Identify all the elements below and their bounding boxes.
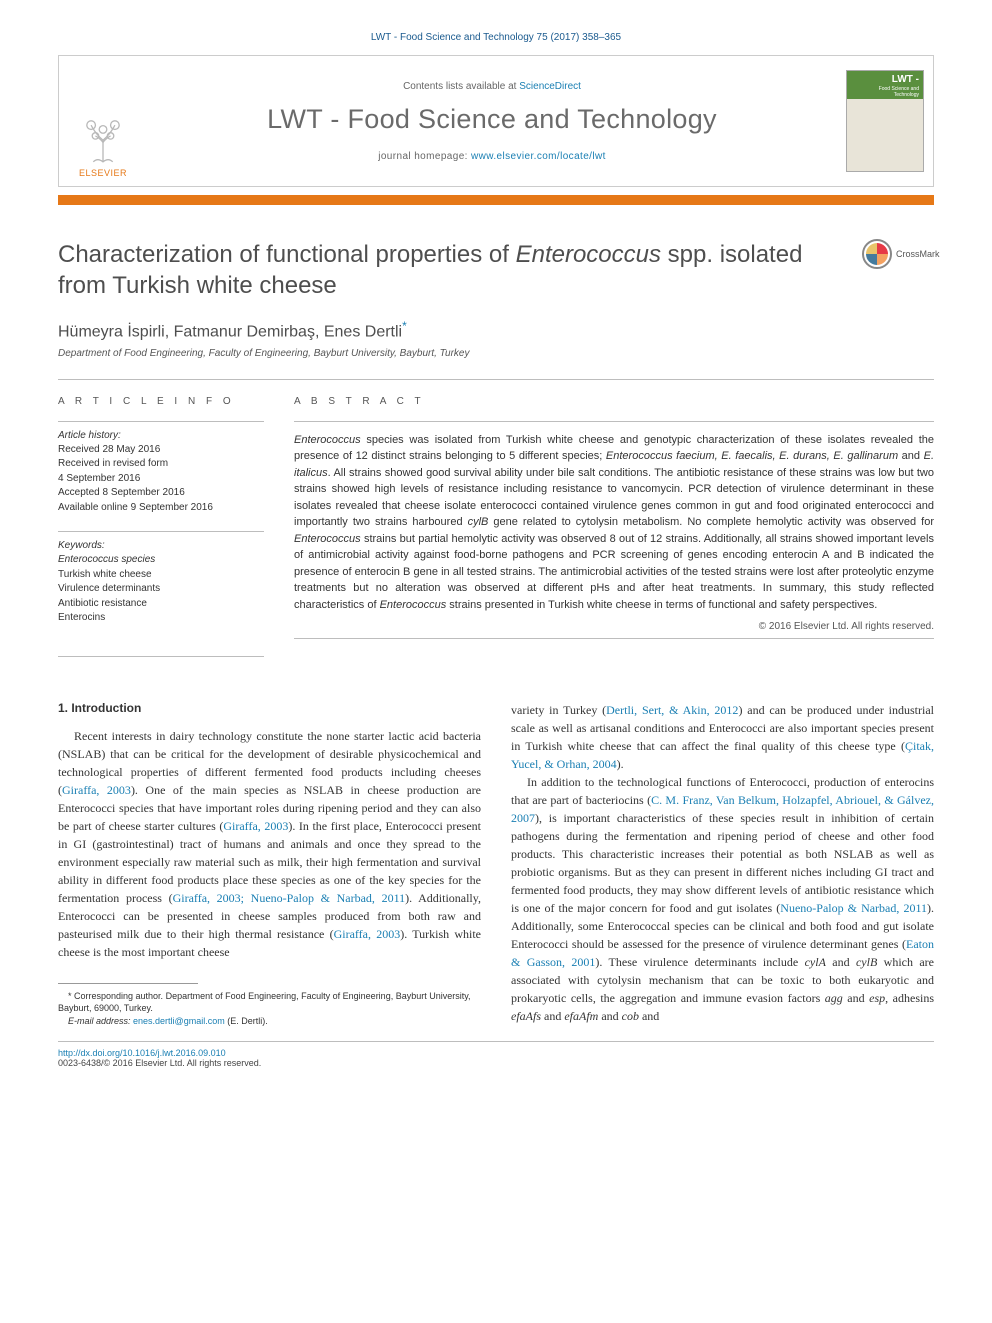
keywords-block: Keywords: Enterococcus speciesTurkish wh… [58,532,264,626]
email-label: E-mail address: [68,1016,133,1026]
body-columns: 1. Introduction Recent interests in dair… [58,701,934,1028]
history-line: Received 28 May 2016 [58,443,264,458]
doi-link[interactable]: http://dx.doi.org/10.1016/j.lwt.2016.09.… [58,1048,934,1058]
history-head: Article history: [58,430,264,441]
crossmark-badge[interactable]: CrossMark [862,239,934,269]
journal-cover-thumbnail [846,70,924,172]
history-lines: Received 28 May 2016Received in revised … [58,443,264,516]
history-line: 4 September 2016 [58,472,264,487]
citation-link[interactable]: Giraffa, 2003 [62,783,131,797]
citation-link[interactable]: Giraffa, 2003 [334,927,401,941]
crossmark-label: CrossMark [896,249,940,259]
intro-heading: 1. Introduction [58,701,481,715]
email-link[interactable]: enes.dertli@gmail.com [133,1016,225,1026]
article-history-block: Article history: Received 28 May 2016Rec… [58,422,264,516]
contents-prefix: Contents lists available at [403,81,519,92]
title-row: Characterization of functional propertie… [58,239,934,301]
crossmark-icon [862,239,892,269]
masthead: ELSEVIER Contents lists available at Sci… [58,55,934,187]
keywords-lines: Enterococcus speciesTurkish white cheese… [58,553,264,626]
info-rule-bottom [58,656,264,657]
publisher-name: ELSEVIER [79,168,127,178]
authors-line: Hümeyra İspirli, Fatmanur Demirbaş, Enes… [58,319,934,341]
abstract-label: A B S T R A C T [294,396,934,407]
abstract-column: A B S T R A C T Enterococcus species was… [294,396,934,642]
citation-link[interactable]: Nueno-Palop & Narbad, 2011 [780,901,927,915]
issn-copyright: 0023-6438/© 2016 Elsevier Ltd. All right… [58,1058,934,1068]
footer-block: http://dx.doi.org/10.1016/j.lwt.2016.09.… [58,1041,934,1068]
abstract-copyright: © 2016 Elsevier Ltd. All rights reserved… [294,621,934,632]
keyword-line: Turkish white cheese [58,568,264,583]
page-root: LWT - Food Science and Technology 75 (20… [0,0,992,1108]
intro-paragraph-2a: variety in Turkey (Dertli, Sert, & Akin,… [511,701,934,773]
sciencedirect-link[interactable]: ScienceDirect [519,81,581,92]
history-line: Available online 9 September 2016 [58,501,264,516]
keyword-line: Enterococcus species [58,553,264,568]
corresponding-footnote: * Corresponding author. Department of Fo… [58,990,481,1015]
homepage-prefix: journal homepage: [378,151,471,162]
title-italic: Enterococcus [516,241,661,268]
history-line: Received in revised form [58,457,264,472]
homepage-link[interactable]: www.elsevier.com/locate/lwt [471,151,606,162]
title-pre: Characterization of functional propertie… [58,241,516,268]
journal-homepage-line: journal homepage: www.elsevier.com/locat… [378,151,606,162]
article-info-label: A R T I C L E I N F O [58,396,264,407]
corresponding-marker: * [402,319,407,333]
citation-link[interactable]: Dertli, Sert, & Akin, 2012 [606,703,738,717]
email-footnote: E-mail address: enes.dertli@gmail.com (E… [58,1015,481,1028]
contents-available-line: Contents lists available at ScienceDirec… [403,81,581,92]
article-info-column: A R T I C L E I N F O Article history: R… [58,396,264,642]
keywords-head: Keywords: [58,540,264,551]
intro-paragraph-1: Recent interests in dairy technology con… [58,727,481,961]
abstract-rule-bottom [294,638,934,639]
info-abstract-row: A R T I C L E I N F O Article history: R… [58,380,934,656]
abstract-text: Enterococcus species was isolated from T… [294,422,934,614]
body-column-left: 1. Introduction Recent interests in dair… [58,701,481,1028]
email-suffix: (E. Dertli). [225,1016,268,1026]
keyword-line: Enterocins [58,611,264,626]
orange-divider-bar [58,195,934,205]
history-line: Accepted 8 September 2016 [58,486,264,501]
publisher-block: ELSEVIER [59,56,147,186]
body-column-right: variety in Turkey (Dertli, Sert, & Akin,… [511,701,934,1028]
masthead-center: Contents lists available at ScienceDirec… [147,56,837,186]
journal-name: LWT - Food Science and Technology [267,104,717,135]
authors-names: Hümeyra İspirli, Fatmanur Demirbaş, Enes… [58,324,402,341]
article-title: Characterization of functional propertie… [58,239,846,301]
intro-paragraph-2b: In addition to the technological functio… [511,773,934,1025]
footnote-separator [58,983,198,984]
masthead-right [837,56,933,186]
citation-link[interactable]: Giraffa, 2003 [223,819,288,833]
keyword-line: Virulence determinants [58,582,264,597]
elsevier-tree-icon [76,110,130,164]
keyword-line: Antibiotic resistance [58,597,264,612]
top-citation: LWT - Food Science and Technology 75 (20… [58,32,934,43]
affiliation: Department of Food Engineering, Faculty … [58,348,934,359]
citation-link[interactable]: Giraffa, 2003; Nueno-Palop & Narbad, 201… [173,891,406,905]
